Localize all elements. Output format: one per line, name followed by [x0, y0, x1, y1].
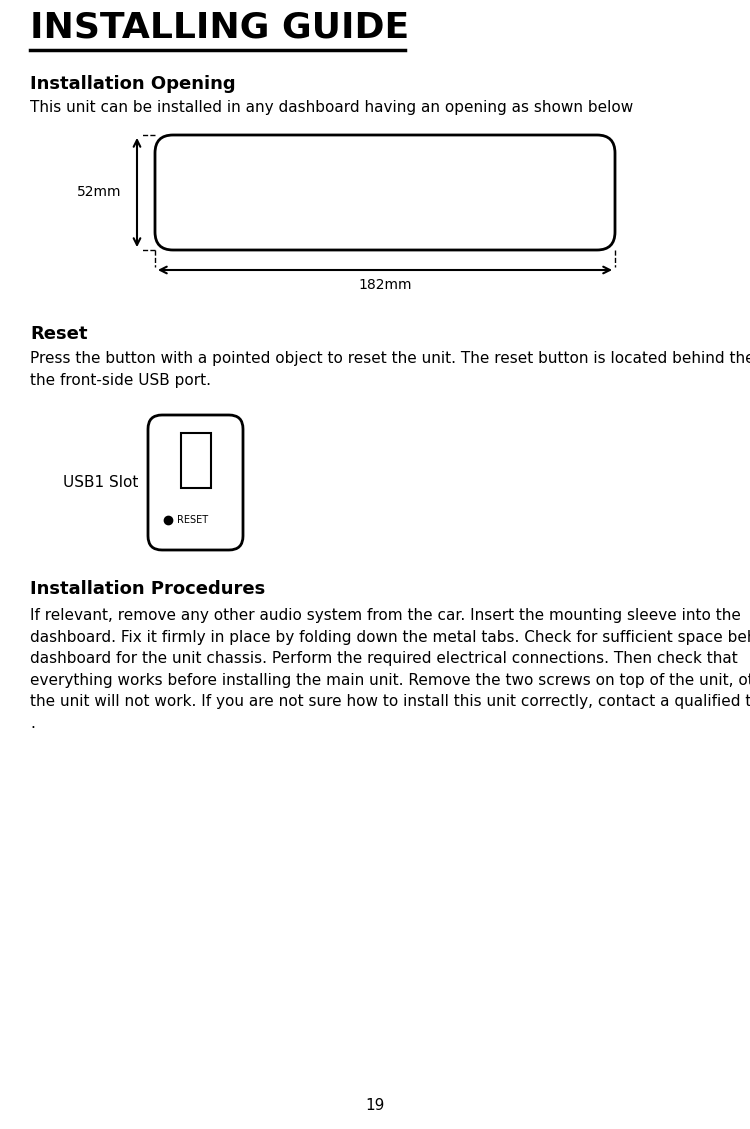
Text: Installation Opening: Installation Opening — [30, 75, 236, 93]
Text: 182mm: 182mm — [358, 278, 412, 292]
Text: Press the button with a pointed object to reset the unit. The reset button is lo: Press the button with a pointed object t… — [30, 351, 750, 366]
Text: INSTALLING GUIDE: INSTALLING GUIDE — [30, 10, 410, 44]
Bar — [181, 434, 211, 488]
Text: the front-side USB port.: the front-side USB port. — [30, 373, 211, 388]
FancyBboxPatch shape — [155, 135, 615, 250]
Text: If relevant, remove any other audio system from the car. Insert the mounting sle: If relevant, remove any other audio syst… — [30, 609, 750, 730]
Text: 19: 19 — [365, 1097, 385, 1112]
Text: 52mm: 52mm — [76, 185, 122, 200]
Text: USB1 Slot: USB1 Slot — [62, 475, 138, 490]
Text: This unit can be installed in any dashboard having an opening as shown below: This unit can be installed in any dashbo… — [30, 100, 633, 115]
Text: RESET: RESET — [177, 515, 208, 525]
Text: Installation Procedures: Installation Procedures — [30, 580, 266, 598]
FancyBboxPatch shape — [148, 415, 243, 550]
Text: Reset: Reset — [30, 325, 88, 343]
